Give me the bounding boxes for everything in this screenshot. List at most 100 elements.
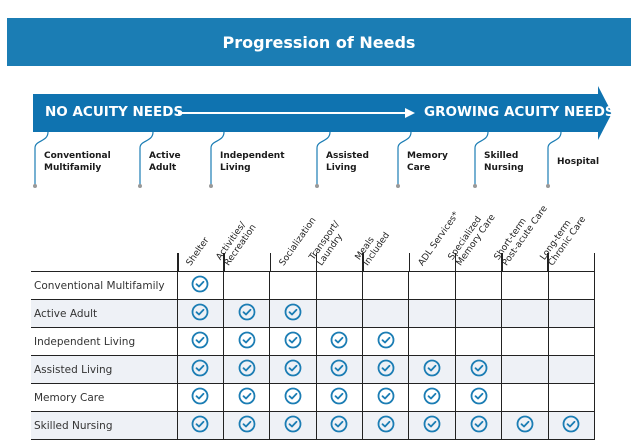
table-row: Skilled Nursing xyxy=(31,411,596,440)
table-cell xyxy=(501,327,549,356)
stage-tick xyxy=(33,132,49,188)
header-divider xyxy=(408,253,410,271)
table-cell xyxy=(362,411,410,440)
table-cell xyxy=(315,411,364,440)
table-cell xyxy=(269,299,317,328)
check-circle-icon xyxy=(191,415,209,432)
check-circle-icon xyxy=(470,387,487,404)
stage-tick xyxy=(546,132,562,188)
table-cell xyxy=(269,271,317,300)
column-header: Meals Included xyxy=(353,230,393,268)
check-circle-icon xyxy=(284,331,302,348)
table-cell xyxy=(315,383,364,412)
table-cell xyxy=(222,299,271,328)
table-cell xyxy=(454,271,503,300)
check-circle-icon xyxy=(423,387,441,404)
check-circle-icon xyxy=(470,359,487,376)
table-cell xyxy=(222,271,271,300)
check-circle-icon xyxy=(423,359,441,376)
check-circle-icon xyxy=(330,387,348,404)
check-circle-icon xyxy=(284,415,302,432)
stage-tick xyxy=(209,132,225,188)
table-row: Memory Care xyxy=(31,383,596,412)
stage-label: Assisted Living xyxy=(326,151,369,173)
check-circle-icon xyxy=(238,359,255,376)
check-circle-icon xyxy=(284,359,302,376)
check-circle-icon xyxy=(330,331,348,348)
table-cell xyxy=(501,411,549,440)
check-circle-icon xyxy=(330,359,348,376)
row-label: Assisted Living xyxy=(31,355,178,384)
table-cell xyxy=(362,271,410,300)
check-circle-icon xyxy=(330,415,348,432)
table-row: Assisted Living xyxy=(31,355,596,384)
table-cell xyxy=(222,327,271,356)
table-cell xyxy=(408,271,456,300)
table-cell xyxy=(315,355,364,384)
table-cell xyxy=(222,411,271,440)
stage-tick xyxy=(315,132,331,188)
header-divider xyxy=(223,253,225,271)
table-cell xyxy=(176,355,224,384)
acuity-arrow xyxy=(33,86,612,140)
table-cell xyxy=(547,327,596,356)
row-label: Conventional Multifamily xyxy=(31,271,178,300)
check-circle-icon xyxy=(423,415,441,432)
check-circle-icon xyxy=(238,387,255,404)
table-cell xyxy=(454,383,503,412)
column-header: Shelter xyxy=(184,235,212,268)
check-circle-icon xyxy=(470,415,487,432)
table-cell xyxy=(454,411,503,440)
table-cell xyxy=(315,271,364,300)
table-cell xyxy=(547,355,596,384)
row-label: Memory Care xyxy=(31,383,178,412)
header-divider xyxy=(547,253,549,271)
table-cell xyxy=(176,271,224,300)
table-cell xyxy=(547,271,596,300)
check-circle-icon xyxy=(191,359,209,376)
table-row: Active Adult xyxy=(31,299,596,328)
check-circle-icon xyxy=(238,303,255,320)
table-cell xyxy=(176,383,224,412)
row-label: Skilled Nursing xyxy=(31,411,178,440)
table-cell xyxy=(315,299,364,328)
stage-label: Conventional Multifamily xyxy=(44,151,111,173)
check-circle-icon xyxy=(238,415,255,432)
table-cell xyxy=(408,355,456,384)
table-cell xyxy=(454,327,503,356)
table-cell xyxy=(408,299,456,328)
table-cell xyxy=(362,299,410,328)
stage-label: Hospital xyxy=(557,157,600,167)
table-row: Independent Living xyxy=(31,327,596,356)
check-circle-icon xyxy=(191,303,209,320)
stage-label: Skilled Nursing xyxy=(484,151,524,173)
stage-label: Memory Care xyxy=(407,151,448,173)
column-header: Activities/Recreation xyxy=(214,220,259,268)
check-circle-icon xyxy=(238,331,255,348)
table-cell xyxy=(362,383,410,412)
stage-label: Independent Living xyxy=(220,151,285,173)
table-cell xyxy=(501,271,549,300)
arrow-left-label: NO ACUITY NEEDS xyxy=(45,104,184,120)
check-circle-icon xyxy=(284,387,302,404)
check-circle-icon xyxy=(284,303,302,320)
check-circle-icon xyxy=(562,415,580,432)
table-cell xyxy=(362,355,410,384)
stage-tick xyxy=(396,132,412,188)
table-cell xyxy=(454,299,503,328)
table-cell xyxy=(269,383,317,412)
table-cell xyxy=(222,355,271,384)
table-cell xyxy=(454,355,503,384)
header-divider xyxy=(501,253,503,271)
page-title: Progression of Needs xyxy=(222,32,416,52)
table-cell xyxy=(269,411,317,440)
stage-label: Active Adult xyxy=(149,151,181,173)
check-circle-icon xyxy=(377,387,395,404)
check-circle-icon xyxy=(191,331,209,348)
table-cell xyxy=(269,355,317,384)
table-cell xyxy=(547,299,596,328)
table-cell xyxy=(222,383,271,412)
check-circle-icon xyxy=(516,415,534,432)
check-circle-icon xyxy=(191,275,209,292)
needs-table: Conventional Multifamily Active Adult Inde… xyxy=(31,271,596,440)
